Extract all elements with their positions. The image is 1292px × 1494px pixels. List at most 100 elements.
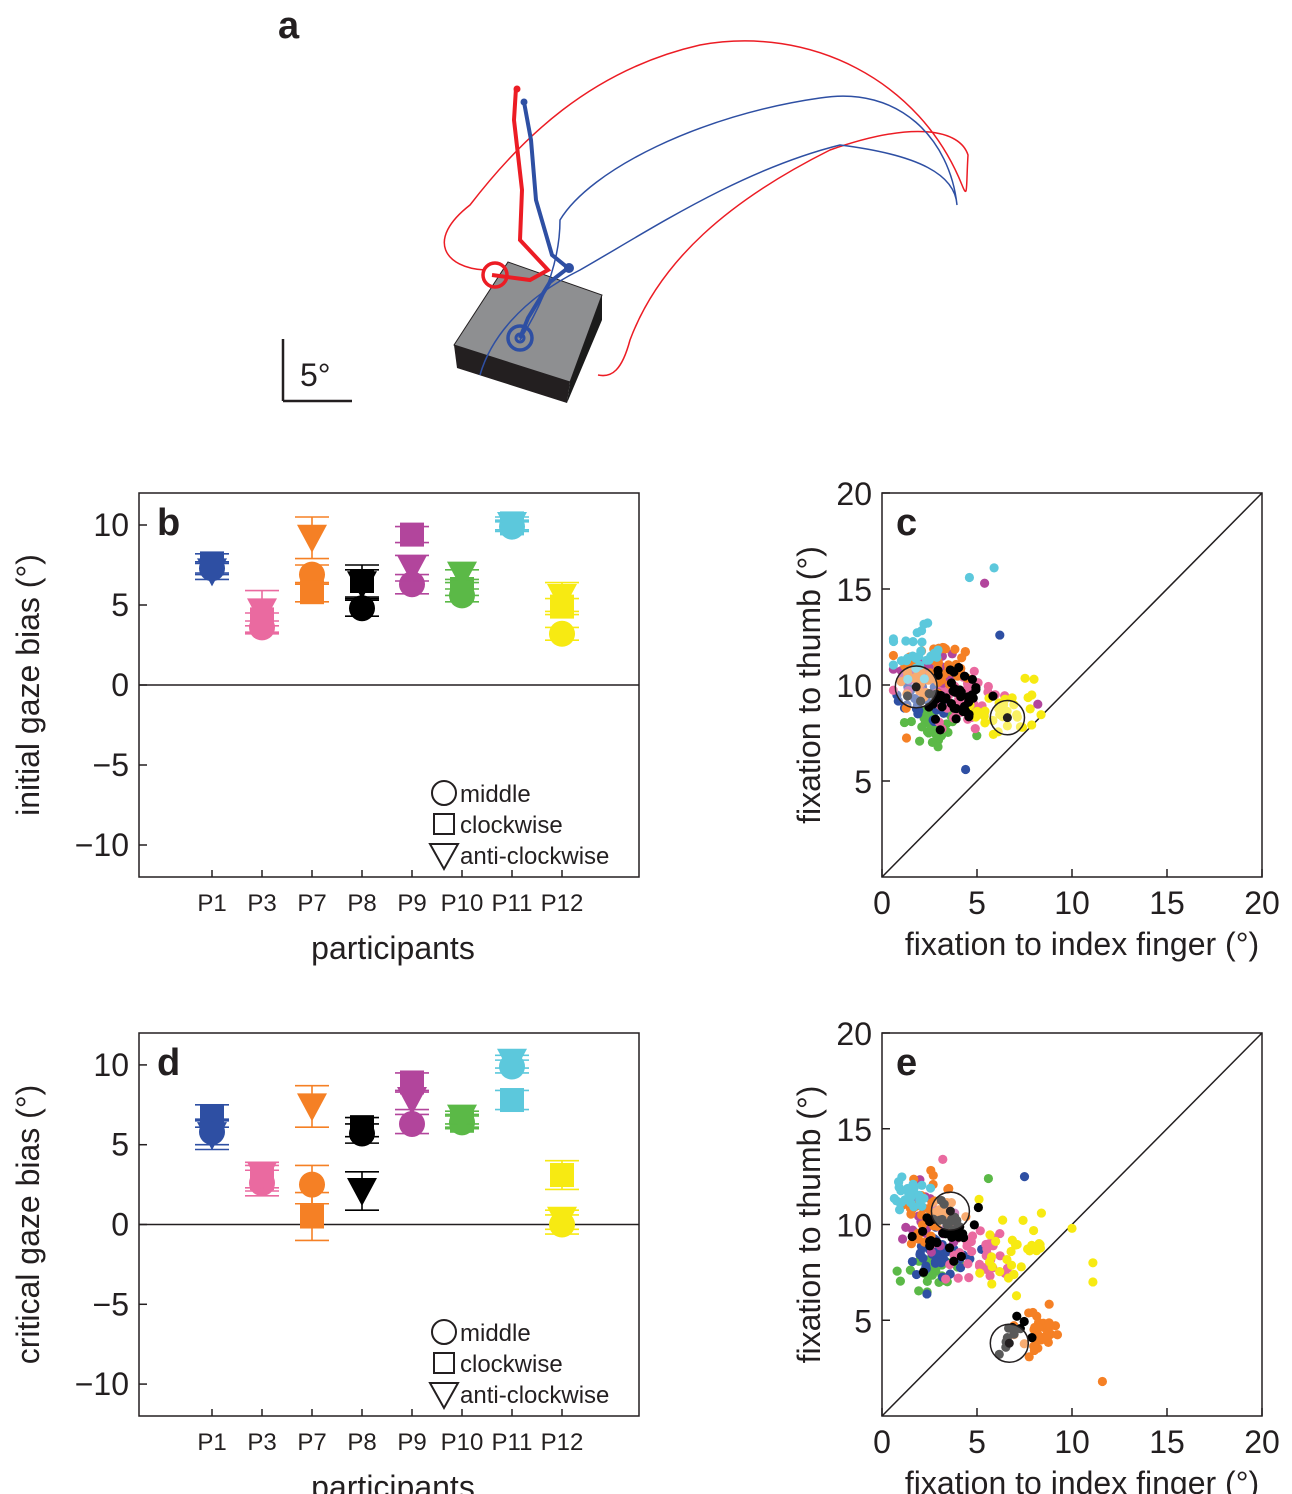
- triangle-marker: [247, 1162, 277, 1191]
- data-point: [958, 706, 968, 717]
- square-marker: [400, 522, 424, 547]
- data-point: [933, 665, 943, 676]
- y-tick-label: 5: [854, 764, 872, 800]
- data-point: [937, 702, 947, 712]
- thumb-inner-dot: [514, 332, 526, 344]
- data-point: [925, 1236, 935, 1246]
- data-point: [895, 1276, 905, 1286]
- data-point: [1019, 1339, 1029, 1349]
- triangle-marker: [547, 1206, 577, 1235]
- data-point: [975, 1226, 985, 1236]
- data-point: [1012, 710, 1022, 720]
- data-point: [935, 725, 945, 735]
- data-point: [907, 1256, 917, 1267]
- panel-c-chart: 0 5 10 15 20 5 10 15 20 c fixation to index finger…: [791, 476, 1280, 962]
- median-dot: [1004, 1338, 1014, 1348]
- data-point: [908, 636, 918, 647]
- data-point: [936, 1195, 946, 1206]
- data-point: [912, 628, 922, 638]
- triangle-marker: [397, 555, 427, 584]
- data-point: [1019, 1172, 1030, 1182]
- data-point: [902, 691, 913, 701]
- data-point: [1006, 1246, 1016, 1257]
- legend-square-icon: [433, 813, 455, 835]
- scale-bar: 5°: [281, 339, 352, 403]
- data-point: [915, 696, 926, 706]
- x-axis-label: fixation to index finger (°): [905, 1465, 1259, 1494]
- identity-line: [881, 492, 1263, 878]
- triangle-marker: [347, 1177, 377, 1206]
- data-point: [897, 1234, 908, 1244]
- x-tick-label: 0: [873, 1424, 891, 1460]
- data-point: [917, 637, 927, 647]
- data-point: [921, 655, 932, 665]
- y-tick-label: 5: [111, 1127, 129, 1163]
- legend-label: anti-clockwise: [460, 1382, 609, 1409]
- data-point: [1034, 1323, 1044, 1333]
- data-point: [1009, 1269, 1019, 1280]
- panel-a-letter: a: [278, 5, 300, 47]
- legend-circle-icon: [431, 780, 457, 806]
- data-point: [995, 1251, 1005, 1261]
- data-point: [971, 682, 981, 693]
- data-point: [949, 1256, 959, 1266]
- data-point: [924, 1216, 935, 1227]
- data-point: [1018, 1215, 1028, 1225]
- category-label: P9: [397, 1429, 426, 1456]
- data-point: [906, 1239, 917, 1249]
- y-tick-label: −5: [93, 1286, 129, 1322]
- square-marker: [500, 1088, 524, 1113]
- data-point: [967, 674, 978, 685]
- data-point: [970, 723, 980, 734]
- data-point: [959, 1232, 969, 1243]
- data-point: [931, 1237, 941, 1247]
- data-point: [1011, 1291, 1022, 1301]
- data-point: [892, 1266, 902, 1276]
- data-point: [941, 1274, 951, 1284]
- data-point: [988, 729, 998, 739]
- category-label: P7: [297, 890, 326, 917]
- data-point: [956, 1251, 966, 1262]
- x-axis-label: fixation to index finger (°): [905, 926, 1259, 962]
- y-tick-label: −10: [75, 1366, 129, 1402]
- triangle-marker: [197, 558, 227, 587]
- data-point: [946, 678, 957, 688]
- triangle-marker: [447, 1104, 477, 1133]
- category-label: P12: [541, 890, 584, 917]
- data-point: [954, 662, 964, 673]
- data-point: [1006, 1260, 1017, 1270]
- square-marker: [300, 580, 324, 605]
- scale-bar-label: 5°: [300, 357, 331, 393]
- data-point: [950, 644, 960, 654]
- data-point: [888, 650, 899, 661]
- triangle-marker: [547, 584, 577, 612]
- data-point: [974, 1194, 984, 1204]
- data-point: [983, 1173, 994, 1184]
- y-axis-label: initial gaze bias (°): [10, 554, 46, 816]
- data-point: [985, 1271, 995, 1281]
- data-point: [984, 1257, 995, 1267]
- median-dot: [945, 1206, 955, 1216]
- data-point: [930, 714, 941, 724]
- thumb-end-dot: [520, 98, 528, 106]
- data-point: [899, 717, 910, 728]
- data-point: [1033, 699, 1043, 709]
- x-axis-label: participants: [311, 1469, 475, 1494]
- data-point: [1025, 704, 1035, 714]
- data-point: [924, 689, 934, 699]
- triangle-marker: [247, 598, 277, 627]
- data-point: [894, 1205, 905, 1215]
- data-point: [1012, 1311, 1022, 1321]
- y-tick-label: −5: [93, 747, 129, 783]
- data-point: [1028, 1307, 1038, 1318]
- finger-trajectories: [443, 40, 969, 377]
- data-point: [938, 1154, 948, 1164]
- thumb-mid-dot: [564, 263, 574, 273]
- circle-marker: [399, 1110, 425, 1137]
- data-point: [1016, 1262, 1026, 1272]
- y-tick-label: 15: [836, 572, 872, 608]
- x-tick-label: 20: [1244, 885, 1280, 921]
- legend-label: clockwise: [460, 812, 563, 839]
- data-point: [925, 1183, 936, 1193]
